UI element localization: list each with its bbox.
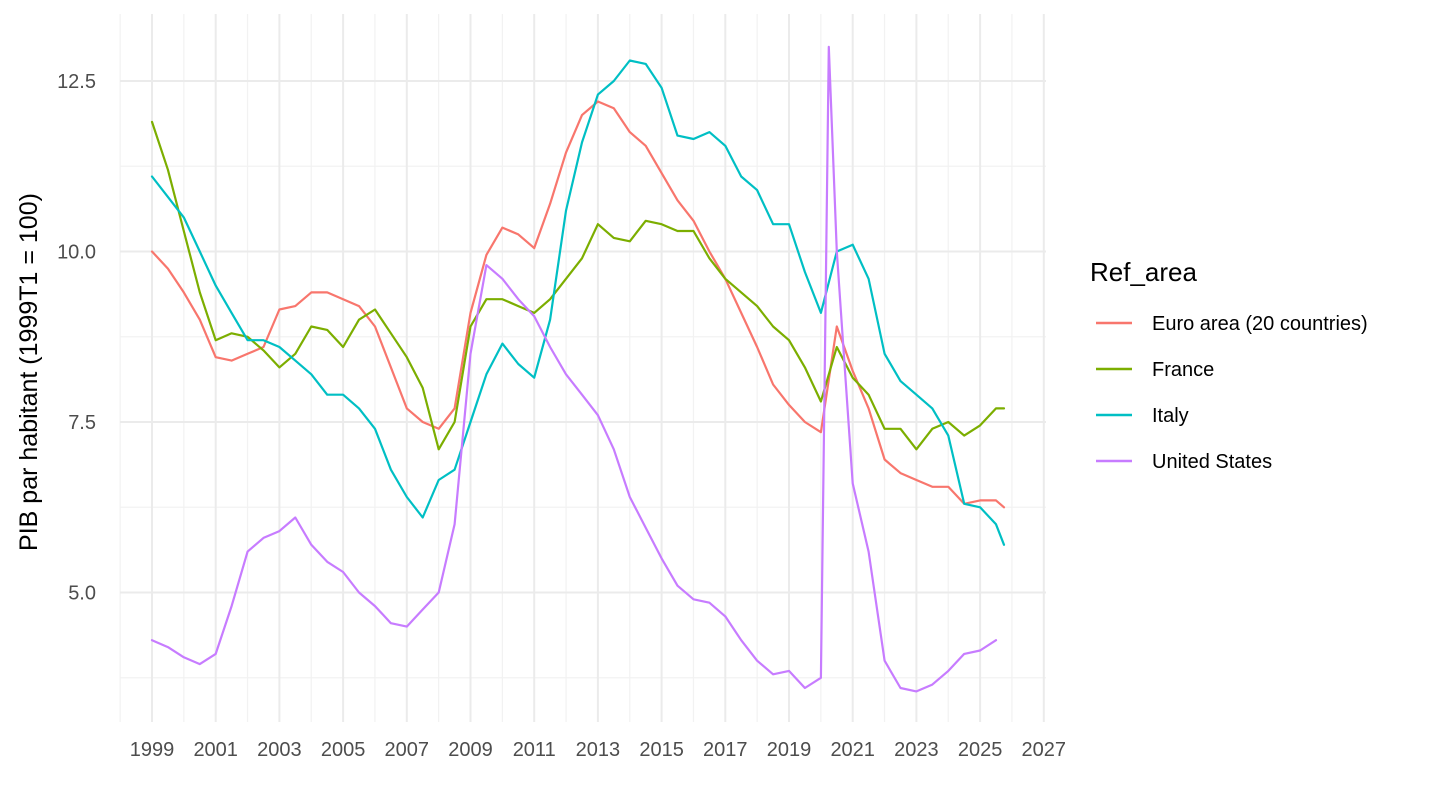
major-grid xyxy=(120,14,1046,722)
x-tick-label: 2003 xyxy=(257,739,302,761)
legend-label: Italy xyxy=(1152,405,1189,427)
x-tick-label: 1999 xyxy=(130,739,175,761)
x-axis-ticks: 1999 2001 2003 2005 2007 2009 2011 2013 2015 2017… xyxy=(130,739,1066,761)
series-line-euro-area-20-countries xyxy=(150,100,1006,509)
legend: Ref_area Euro area (20 countries) France I… xyxy=(1090,257,1368,473)
series-line-france xyxy=(150,120,1006,451)
series-line-italy xyxy=(150,59,1006,546)
legend-label: United States xyxy=(1152,451,1272,473)
y-tick-label: 7.5 xyxy=(68,412,96,434)
y-axis-ticks: 5.0 7.5 10.0 12.5 xyxy=(57,71,96,605)
x-tick-label: 2025 xyxy=(958,739,1003,761)
x-tick-label: 2007 xyxy=(385,739,430,761)
x-tick-label: 2023 xyxy=(894,739,939,761)
x-tick-label: 2027 xyxy=(1022,739,1067,761)
y-axis-title: PIB par habitant (1999T1 = 100) xyxy=(15,193,43,551)
legend-title: Ref_area xyxy=(1090,257,1197,287)
x-tick-label: 2015 xyxy=(639,739,684,761)
x-tick-label: 2013 xyxy=(576,739,621,761)
series-line-united-states xyxy=(150,45,998,693)
x-tick-label: 2001 xyxy=(193,739,238,761)
y-tick-label: 5.0 xyxy=(68,583,96,605)
legend-label: Euro area (20 countries) xyxy=(1152,313,1368,335)
minor-grid xyxy=(119,14,1046,722)
legend-label: France xyxy=(1152,359,1214,381)
series-lines xyxy=(150,45,1006,693)
x-tick-label: 2011 xyxy=(513,739,556,761)
x-tick-label: 2005 xyxy=(321,739,366,761)
x-tick-label: 2021 xyxy=(830,739,875,761)
x-tick-label: 2009 xyxy=(448,739,493,761)
x-tick-label: 2017 xyxy=(703,739,748,761)
y-tick-label: 10.0 xyxy=(57,242,96,264)
x-tick-label: 2019 xyxy=(767,739,812,761)
y-tick-label: 12.5 xyxy=(57,71,96,93)
